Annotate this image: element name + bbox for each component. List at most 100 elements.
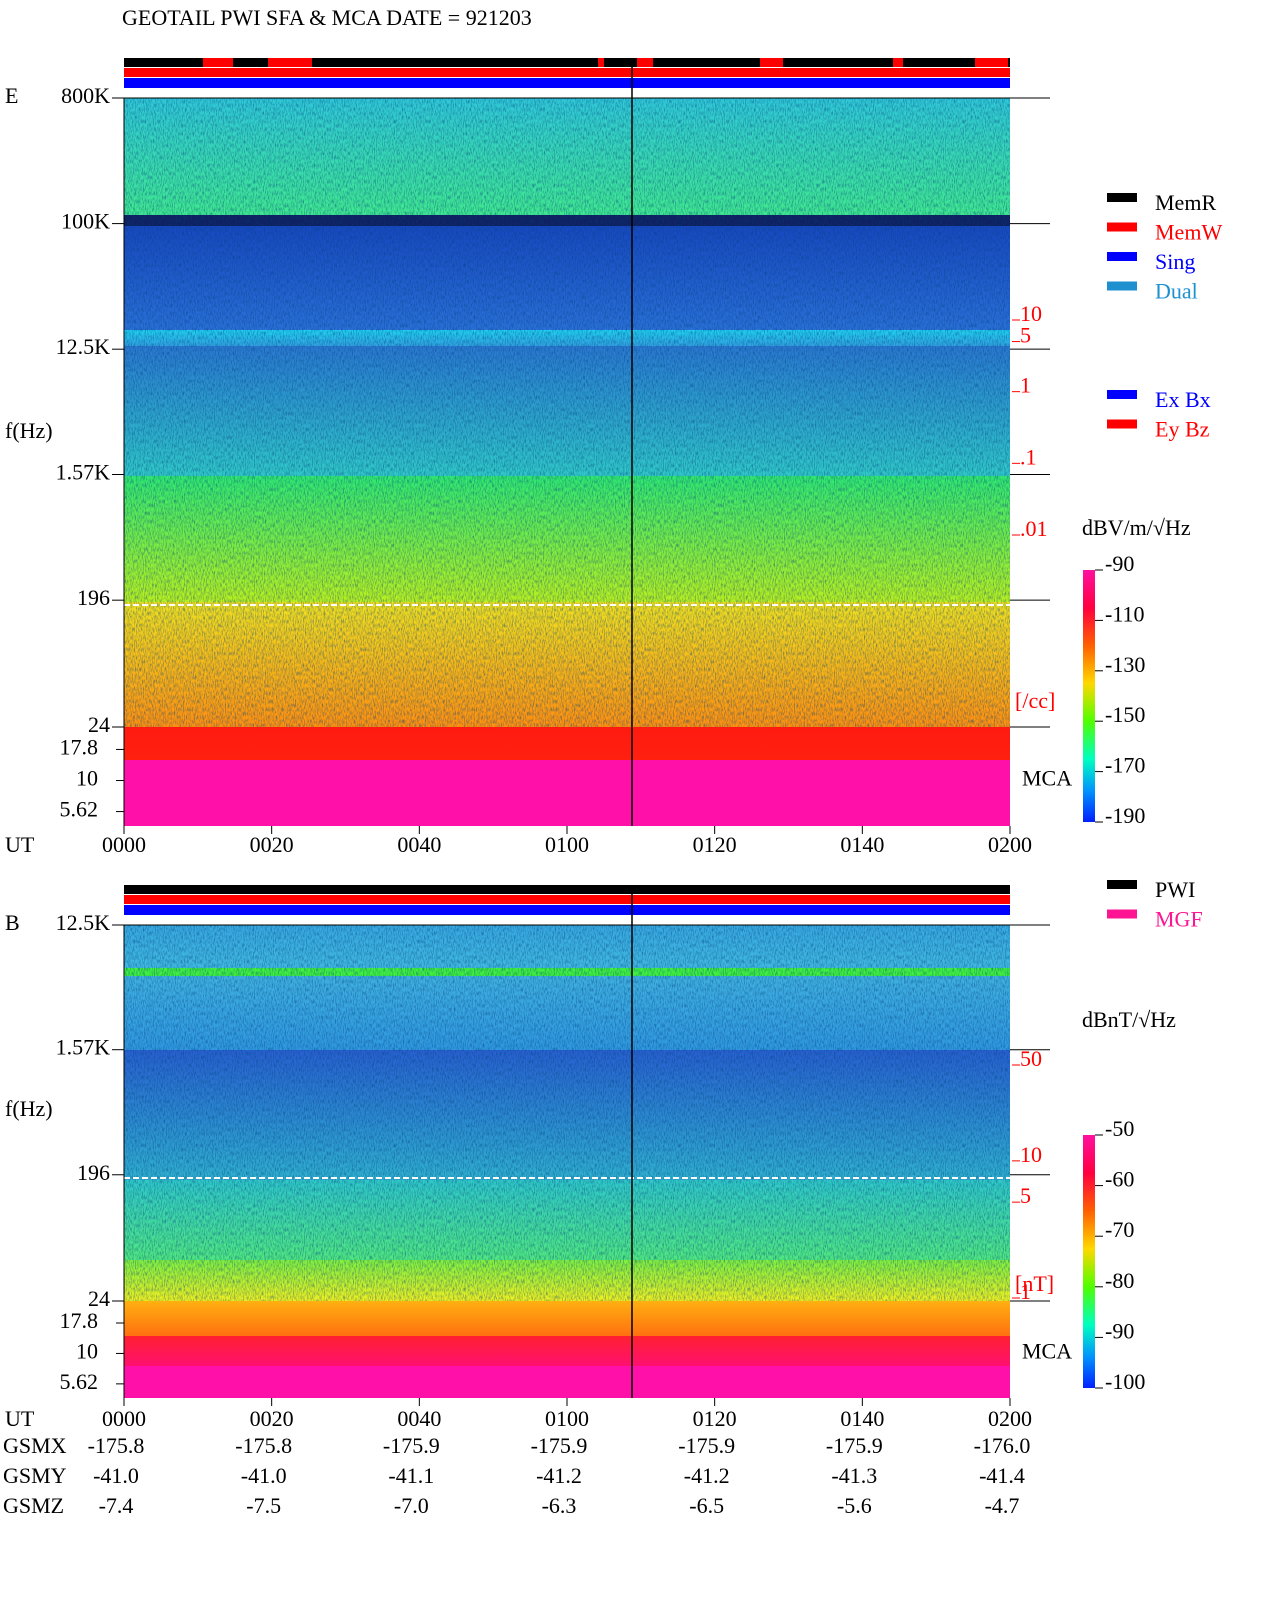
y-axis-label: f(Hz)	[5, 418, 53, 443]
spectrogram-noise	[124, 98, 1010, 727]
orbit-value: -5.6	[837, 1493, 872, 1518]
legend-swatch	[1107, 222, 1137, 232]
orbit-value: -7.0	[394, 1493, 429, 1518]
spectrogram-band	[124, 1336, 1010, 1366]
legend-swatch	[1107, 390, 1137, 399]
y-tick-label: 24	[88, 1286, 110, 1311]
colorbar-label: dBnT/√Hz	[1082, 1007, 1176, 1032]
y-tick-label: 24	[88, 712, 110, 737]
x-tick-label: 0040	[397, 832, 441, 857]
orbit-value: -4.7	[985, 1493, 1020, 1518]
mca-tick-label: 5.62	[60, 1369, 99, 1394]
x-tick-label: 0100	[545, 832, 589, 857]
orbit-value: -6.3	[542, 1493, 577, 1518]
orbit-value: -175.9	[678, 1433, 735, 1458]
mca-tick-label: 10	[76, 766, 98, 791]
status-segment	[893, 58, 903, 67]
orbit-value: -6.5	[689, 1493, 724, 1518]
right-tick-label: 10	[1020, 301, 1042, 326]
colorbar	[1083, 570, 1095, 822]
orbit-value: -41.4	[979, 1463, 1025, 1488]
colorbar-tick-label: -80	[1105, 1268, 1134, 1293]
status-segment	[598, 58, 604, 67]
colorbar-tick-label: -150	[1105, 702, 1145, 727]
colorbar-tick-label: -190	[1105, 803, 1145, 828]
right-tick-label: 5	[1020, 323, 1031, 348]
x-tick-label: 0140	[840, 832, 884, 857]
orbit-label: GSMZ	[3, 1493, 64, 1518]
orbit-value: -175.9	[826, 1433, 883, 1458]
orbit-value: -175.8	[235, 1433, 292, 1458]
right-tick-label: .01	[1020, 516, 1048, 541]
x-tick-label: 0000	[102, 832, 146, 857]
colorbar-tick-label: -90	[1105, 1318, 1134, 1343]
legend-label: Ey Bz	[1155, 417, 1210, 442]
y-tick-label: 800K	[61, 83, 110, 108]
legend-label: PWI	[1155, 877, 1195, 902]
panel-label: B	[5, 910, 20, 935]
title: GEOTAIL PWI SFA & MCA DATE = 921203	[122, 5, 532, 30]
x-tick-label: 0100	[545, 1406, 589, 1431]
x-tick-label: 0020	[250, 832, 294, 857]
legend-label: Sing	[1155, 249, 1195, 274]
mca-label: MCA	[1022, 1338, 1072, 1363]
status-bar	[124, 68, 1010, 77]
x-tick-label: 0120	[693, 1406, 737, 1431]
x-axis-label: UT	[5, 832, 35, 857]
right-tick-label: 10	[1020, 1142, 1042, 1167]
orbit-value: -175.9	[383, 1433, 440, 1458]
x-tick-label: 0020	[250, 1406, 294, 1431]
status-segment	[975, 58, 1008, 67]
y-tick-label: 12.5K	[56, 334, 111, 359]
x-tick-label: 0200	[988, 1406, 1032, 1431]
x-tick-label: 0000	[102, 1406, 146, 1431]
status-bar	[124, 895, 1010, 904]
y-tick-label: 196	[77, 1160, 110, 1185]
right-tick-label: .1	[1020, 444, 1037, 469]
mca-tick-label: 17.8	[60, 734, 99, 759]
orbit-value: -175.8	[88, 1433, 145, 1458]
colorbar-tick-label: -110	[1105, 601, 1145, 626]
spectrogram-noise	[124, 925, 1010, 1301]
right-tick-label: 50	[1020, 1046, 1042, 1071]
mca-tick-label: 5.62	[60, 797, 99, 822]
colorbar-tick-label: -170	[1105, 753, 1145, 778]
orbit-value: -41.3	[831, 1463, 877, 1488]
status-bar	[124, 905, 1010, 915]
orbit-label: GSMY	[3, 1463, 67, 1488]
orbit-value: -41.2	[536, 1463, 582, 1488]
mca-tick-label: 17.8	[60, 1308, 99, 1333]
legend-label: MemR	[1155, 190, 1216, 215]
colorbar-tick-label: -50	[1105, 1116, 1134, 1141]
colorbar-tick-label: -130	[1105, 652, 1145, 677]
status-bar	[124, 58, 1010, 67]
orbit-value: -176.0	[974, 1433, 1031, 1458]
legend-swatch	[1107, 281, 1137, 291]
right-axis-label: [/cc]	[1015, 688, 1055, 713]
legend-swatch	[1107, 193, 1137, 202]
right-tick-label: 1	[1020, 1279, 1031, 1304]
status-bar	[124, 78, 1010, 88]
colorbar-label: dBV/m/√Hz	[1082, 515, 1191, 540]
orbit-value: -41.0	[93, 1463, 139, 1488]
status-segment	[760, 58, 783, 67]
y-tick-label: 12.5K	[56, 910, 111, 935]
y-tick-label: 196	[77, 585, 110, 610]
orbit-value: -7.5	[246, 1493, 281, 1518]
right-tick-label: 5	[1020, 1183, 1031, 1208]
legend-swatch	[1107, 252, 1137, 261]
orbit-label: GSMX	[3, 1433, 67, 1458]
legend-swatch	[1107, 909, 1137, 919]
status-segment	[637, 58, 653, 67]
orbit-value: -41.1	[388, 1463, 434, 1488]
status-segment	[268, 58, 312, 67]
mca-tick-label: 10	[76, 1338, 98, 1363]
y-tick-label: 1.57K	[56, 460, 111, 485]
legend-label: MGF	[1155, 907, 1203, 932]
orbit-value: -7.4	[99, 1493, 134, 1518]
status-segment	[203, 58, 233, 67]
colorbar-tick-label: -70	[1105, 1217, 1134, 1242]
mca-label: MCA	[1022, 766, 1072, 791]
spectrogram-band	[124, 727, 1010, 760]
